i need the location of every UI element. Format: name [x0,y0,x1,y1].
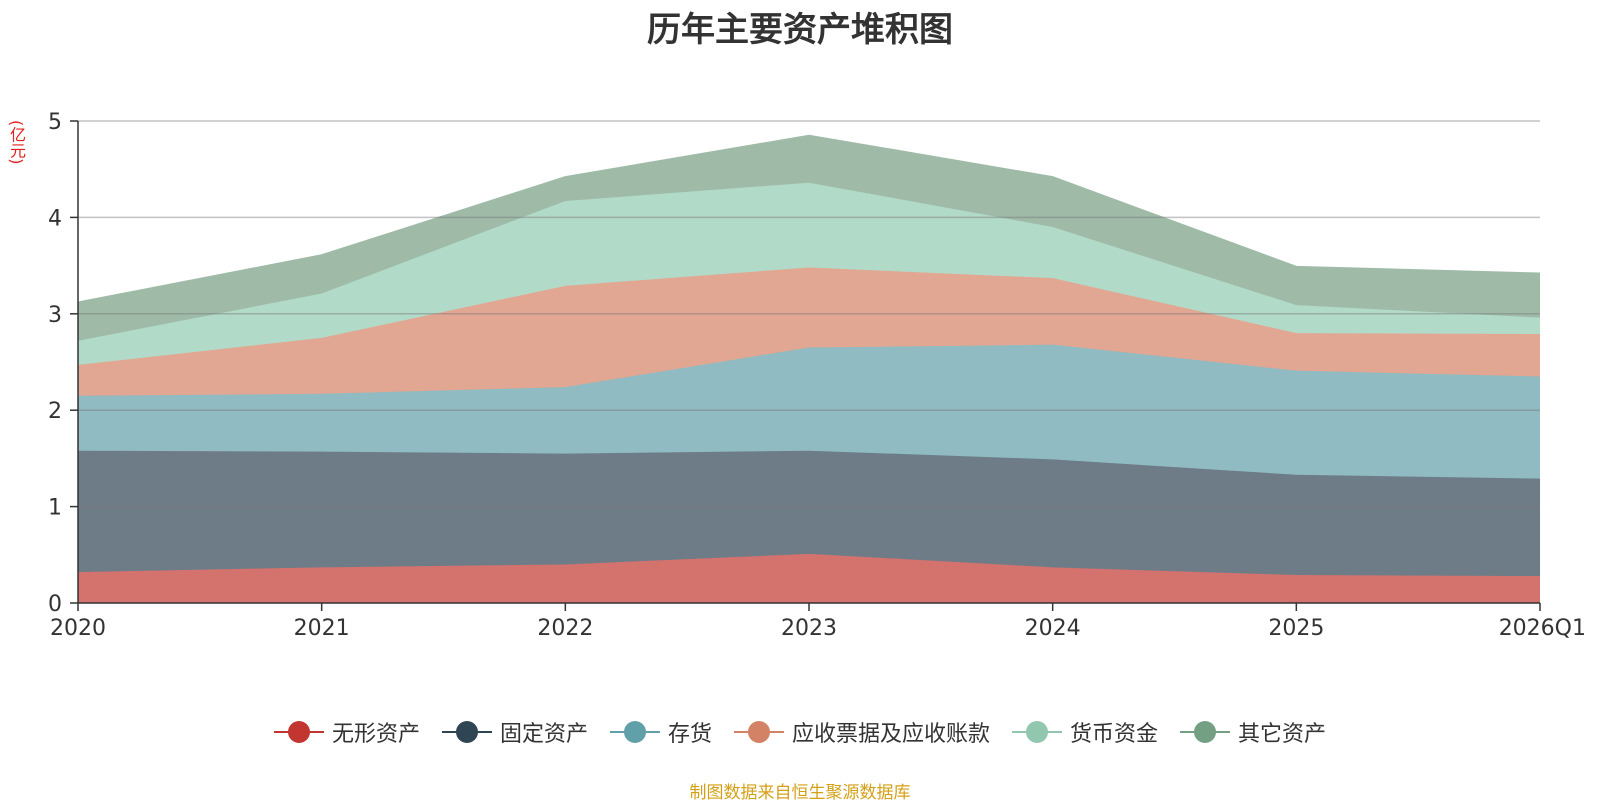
legend-marker-icon [734,720,784,744]
series-line-5 [77,134,1541,303]
series-area-2 [78,344,1540,479]
x-tick-label: 2023 [781,616,837,641]
legend-marker-icon [1012,720,1063,744]
data-source-note: 制图数据来自恒生聚源数据库 [689,783,911,803]
legend-marker-icon [273,720,324,744]
legend-marker-icon [441,720,492,744]
x-tick-label: 2024 [1025,616,1081,641]
series-area-1 [78,450,1540,577]
y-axis-unit-label: (亿元) [7,120,26,165]
y-tick-label: 0 [48,592,62,617]
legend-item-intangible-assets[interactable]: 无形资产 [273,716,420,748]
series-area-3 [78,267,1540,396]
legend-item-fixed-assets[interactable]: 固定资产 [441,716,588,748]
legend-label: 存货 [667,722,712,747]
legend-label: 应收票据及应收账款 [792,722,991,747]
y-tick-label: 2 [48,399,62,424]
y-tick-label: 1 [48,496,62,521]
legend-label: 固定资产 [499,722,588,747]
legend-marker-icon [1180,720,1231,744]
legend-label: 货币资金 [1070,722,1159,747]
legend-item-receivables[interactable]: 应收票据及应收账款 [734,716,990,748]
legend-item-inventory[interactable]: 存货 [609,716,712,748]
series-area-5 [78,135,1540,341]
x-tick-label: 2021 [294,616,350,641]
y-tick-label: 5 [48,110,62,135]
series-area-4 [78,182,1540,365]
x-tick-label: 2025 [1268,616,1324,641]
chart-title: 历年主要资产堆积图 [647,10,953,50]
chart-legend: 无形资产 固定资产 存货 应收票据及应收账款 货币资金 其它资产 [0,716,1600,748]
legend-label: 无形资产 [331,722,420,747]
legend-marker-icon [609,720,660,744]
y-tick-label: 3 [48,303,62,328]
legend-item-other-assets[interactable]: 其它资产 [1180,716,1326,748]
x-tick-label: 2020 [50,616,106,641]
x-tick-label: 2022 [537,616,593,641]
legend-item-cash[interactable]: 货币资金 [1012,716,1158,748]
y-tick-label: 4 [48,206,62,231]
legend-label: 其它资产 [1238,722,1327,747]
x-tick-label: 2026Q1 [1499,616,1586,641]
